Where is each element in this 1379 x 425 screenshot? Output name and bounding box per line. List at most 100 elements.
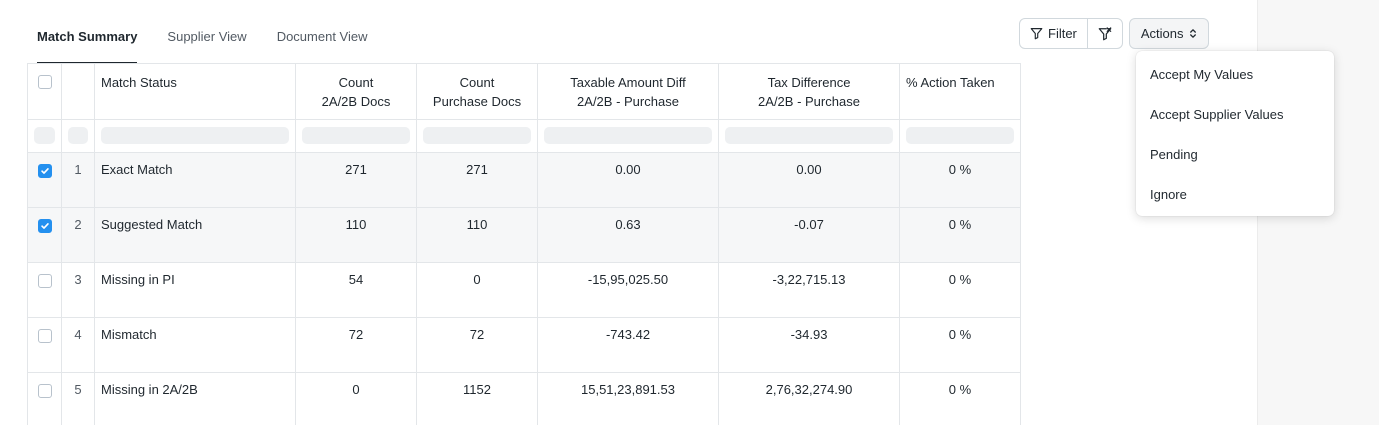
cell-taxable-diff: 0.63 xyxy=(537,207,719,263)
header-count-2a2b-line1: Count xyxy=(338,75,374,90)
actions-button[interactable]: Actions xyxy=(1128,18,1209,49)
row-checkbox[interactable] xyxy=(37,274,52,288)
filter-cell xyxy=(295,119,417,153)
select-all-header xyxy=(27,63,62,120)
table-row[interactable]: 4 Mismatch 72 72 -743.42 -34.93 0 % xyxy=(27,317,1021,373)
row-select-cell xyxy=(27,262,62,318)
table-row[interactable]: 3 Missing in PI 54 0 -15,95,025.50 -3,22,715.… xyxy=(27,262,1021,318)
filter-input-taxable-diff[interactable] xyxy=(544,127,712,144)
row-index: 1 xyxy=(61,152,95,208)
cell-match-status[interactable]: Missing in PI xyxy=(94,262,296,318)
filter-button[interactable]: Filter xyxy=(1020,19,1087,48)
tab-match-summary[interactable]: Match Summary xyxy=(37,29,138,63)
cell-match-status[interactable]: Suggested Match xyxy=(94,207,296,263)
row-checkbox[interactable] xyxy=(37,384,52,398)
table-header-row: Match Status Count 2A/2B Docs Count Purcha… xyxy=(27,63,1021,120)
table-row[interactable]: 2 Suggested Match 110 110 0.63 -0.07 0 % xyxy=(27,207,1021,263)
filter-input-count-purchase[interactable] xyxy=(423,127,531,144)
cell-taxable-diff: -15,95,025.50 xyxy=(537,262,719,318)
cell-action-taken: 0 % xyxy=(899,207,1021,263)
view-tabs: Match Summary Supplier View Document Vie… xyxy=(37,0,398,63)
cell-action-taken: 0 % xyxy=(899,372,1021,425)
check-icon xyxy=(40,168,49,174)
header-count-2a2b[interactable]: Count 2A/2B Docs xyxy=(295,63,417,120)
cell-count-purchase: 110 xyxy=(416,207,538,263)
row-index: 4 xyxy=(61,317,95,373)
header-count-purchase[interactable]: Count Purchase Docs xyxy=(416,63,538,120)
filter-input-action-taken[interactable] xyxy=(906,127,1014,144)
cell-count-2a2b: 54 xyxy=(295,262,417,318)
tab-document-view[interactable]: Document View xyxy=(276,29,368,44)
cell-action-taken: 0 % xyxy=(899,262,1021,318)
header-taxable-diff[interactable]: Taxable Amount Diff 2A/2B - Purchase xyxy=(537,63,719,120)
cell-taxable-diff: 15,51,23,891.53 xyxy=(537,372,719,425)
header-action-taken-label: % Action Taken xyxy=(906,75,995,90)
filter-cell xyxy=(416,119,538,153)
filter-input-match-status[interactable] xyxy=(101,127,289,144)
row-index: 5 xyxy=(61,372,95,425)
filter-row xyxy=(27,119,1021,153)
filter-cell xyxy=(94,119,296,153)
funnel-icon xyxy=(1030,27,1043,40)
match-summary-table: Match Status Count 2A/2B Docs Count Purcha… xyxy=(27,63,1021,425)
actions-button-label: Actions xyxy=(1140,26,1184,41)
cell-count-purchase: 271 xyxy=(416,152,538,208)
header-match-status[interactable]: Match Status xyxy=(94,63,296,120)
filter-cell xyxy=(61,119,95,153)
cell-action-taken: 0 % xyxy=(899,152,1021,208)
cell-match-status[interactable]: Mismatch xyxy=(94,317,296,373)
funnel-x-icon xyxy=(1098,26,1112,41)
cell-match-status[interactable]: Exact Match xyxy=(94,152,296,208)
cell-taxable-diff: 0.00 xyxy=(537,152,719,208)
header-tax-diff[interactable]: Tax Difference 2A/2B - Purchase xyxy=(718,63,900,120)
row-checkbox[interactable] xyxy=(37,219,52,233)
table-row[interactable]: 5 Missing in 2A/2B 0 1152 15,51,23,891.53 2,7… xyxy=(27,372,1021,425)
filter-input-count-2a2b[interactable] xyxy=(302,127,410,144)
filter-cell xyxy=(899,119,1021,153)
cell-taxable-diff: -743.42 xyxy=(537,317,719,373)
actions-dropdown-menu: Accept My Values Accept Supplier Values … xyxy=(1136,51,1334,216)
table-body: 1 Exact Match 271 271 0.00 0.00 0 % 2 Suggested … xyxy=(27,152,1021,425)
header-tax-line2: 2A/2B - Purchase xyxy=(758,94,860,109)
clear-filter-button[interactable] xyxy=(1086,19,1122,48)
filter-cell xyxy=(537,119,719,153)
filter-button-group: Filter xyxy=(1019,18,1123,49)
row-index: 2 xyxy=(61,207,95,263)
header-count-purchase-line2: Purchase Docs xyxy=(432,94,522,109)
cell-tax-diff: -3,22,715.13 xyxy=(718,262,900,318)
chevron-up-down-icon xyxy=(1189,28,1197,39)
header-taxable-line1: Taxable Amount Diff xyxy=(570,75,686,90)
table-row[interactable]: 1 Exact Match 271 271 0.00 0.00 0 % xyxy=(27,152,1021,208)
header-action-taken[interactable]: % Action Taken xyxy=(899,63,1021,120)
filter-input[interactable] xyxy=(68,127,88,144)
menu-item-ignore[interactable]: Ignore xyxy=(1150,187,1187,202)
cell-tax-diff: -34.93 xyxy=(718,317,900,373)
header-taxable-line2: 2A/2B - Purchase xyxy=(577,94,679,109)
header-match-status-label: Match Status xyxy=(101,75,177,90)
index-header xyxy=(61,63,95,120)
cell-count-2a2b: 0 xyxy=(295,372,417,425)
menu-item-pending[interactable]: Pending xyxy=(1150,147,1198,162)
header-tax-line1: Tax Difference xyxy=(767,75,851,90)
filter-input-tax-diff[interactable] xyxy=(725,127,893,144)
select-all-checkbox[interactable] xyxy=(37,75,52,89)
check-icon xyxy=(40,223,49,229)
cell-count-2a2b: 110 xyxy=(295,207,417,263)
row-select-cell xyxy=(27,317,62,373)
filter-cell xyxy=(718,119,900,153)
row-select-cell xyxy=(27,372,62,425)
filter-button-label: Filter xyxy=(1048,26,1077,41)
cell-match-status[interactable]: Missing in 2A/2B xyxy=(94,372,296,425)
menu-item-accept-my-values[interactable]: Accept My Values xyxy=(1150,67,1254,82)
cell-count-purchase: 0 xyxy=(416,262,538,318)
row-checkbox[interactable] xyxy=(37,164,52,178)
cell-count-2a2b: 72 xyxy=(295,317,417,373)
cell-action-taken: 0 % xyxy=(899,317,1021,373)
row-select-cell xyxy=(27,207,62,263)
row-index: 3 xyxy=(61,262,95,318)
menu-item-accept-supplier-values[interactable]: Accept Supplier Values xyxy=(1150,107,1284,122)
row-checkbox[interactable] xyxy=(37,329,52,343)
tab-supplier-view[interactable]: Supplier View xyxy=(167,29,247,44)
filter-input[interactable] xyxy=(34,127,55,144)
cell-tax-diff: 0.00 xyxy=(718,152,900,208)
